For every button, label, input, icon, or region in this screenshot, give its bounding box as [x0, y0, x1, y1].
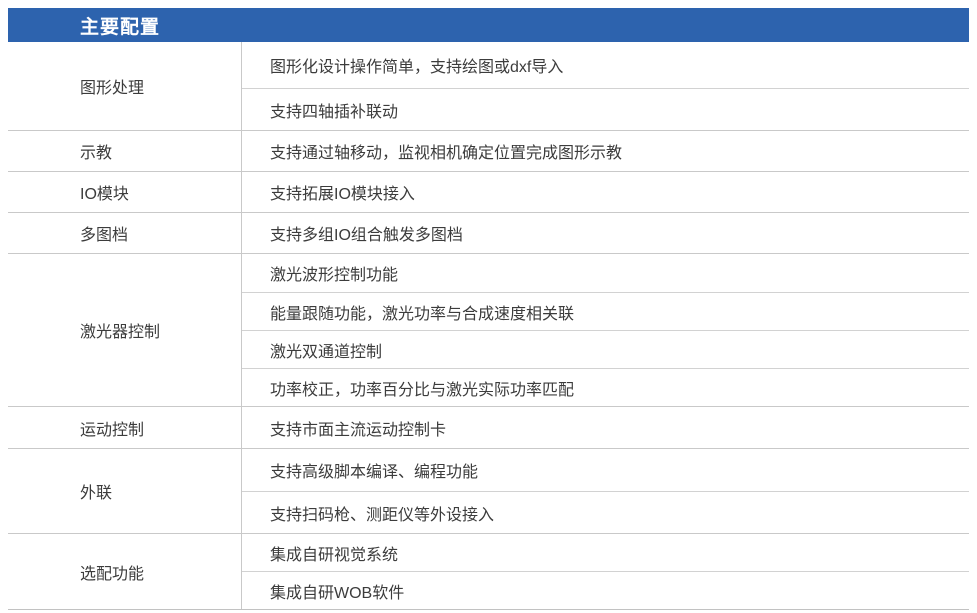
category-cell: 运动控制 — [8, 407, 242, 448]
feature-text: 支持通过轴移动，监视相机确定位置完成图形示教 — [270, 145, 623, 162]
table-header-bar: 主要配置 — [8, 8, 969, 42]
feature-row: 支持拓展IO模块接入 — [242, 172, 969, 212]
table-group-graphics: 图形处理 图形化设计操作简单，支持绘图或dxf导入 支持四轴插补联动 — [8, 42, 969, 130]
feature-list: 支持拓展IO模块接入 — [242, 172, 969, 212]
feature-text: 图形化设计操作简单，支持绘图或dxf导入 — [270, 59, 564, 76]
feature-text: 集成自研WOB软件 — [270, 584, 405, 602]
table-group-io-module: IO模块 支持拓展IO模块接入 — [8, 171, 969, 212]
table-group-multi-file: 多图档 支持多组IO组合触发多图档 — [8, 212, 969, 253]
category-label: 外联 — [80, 485, 113, 502]
category-label: IO模块 — [80, 186, 129, 203]
table-title: 主要配置 — [80, 16, 161, 38]
feature-row: 支持高级脚本编译、编程功能 — [242, 449, 969, 491]
feature-text: 支持拓展IO模块接入 — [270, 186, 415, 203]
table-group-teach: 示教 支持通过轴移动，监视相机确定位置完成图形示教 — [8, 130, 969, 171]
table-group-laser-control: 激光器控制 激光波形控制功能 能量跟随功能，激光功率与合成速度相关联 激光双通道… — [8, 253, 969, 406]
feature-text: 激光波形控制功能 — [270, 267, 399, 284]
feature-text: 支持高级脚本编译、编程功能 — [270, 464, 479, 481]
table-body: 图形处理 图形化设计操作简单，支持绘图或dxf导入 支持四轴插补联动 示教 支持… — [8, 42, 969, 610]
feature-list: 支持高级脚本编译、编程功能 支持扫码枪、测距仪等外设接入 — [242, 449, 969, 533]
category-label: 多图档 — [80, 227, 129, 244]
feature-list: 激光波形控制功能 能量跟随功能，激光功率与合成速度相关联 激光双通道控制 功率校… — [242, 254, 969, 406]
feature-row: 激光波形控制功能 — [242, 254, 969, 292]
feature-text: 支持扫码枪、测距仪等外设接入 — [270, 506, 495, 524]
table-group-motion-control: 运动控制 支持市面主流运动控制卡 — [8, 406, 969, 448]
feature-row: 支持四轴插补联动 — [242, 88, 969, 130]
category-label: 运动控制 — [80, 421, 145, 439]
feature-row: 能量跟随功能，激光功率与合成速度相关联 — [242, 292, 969, 330]
category-cell: 图形处理 — [8, 42, 242, 130]
feature-row: 集成自研视觉系统 — [242, 534, 969, 571]
feature-text: 支持市面主流运动控制卡 — [270, 421, 447, 439]
category-label: 示教 — [80, 145, 113, 162]
category-label: 选配功能 — [80, 565, 145, 583]
category-label: 激光器控制 — [80, 324, 161, 341]
feature-list: 支持市面主流运动控制卡 — [242, 407, 969, 448]
feature-row: 激光双通道控制 — [242, 330, 969, 368]
category-cell: 选配功能 — [8, 534, 242, 609]
feature-row: 支持通过轴移动，监视相机确定位置完成图形示教 — [242, 131, 969, 171]
feature-row: 支持扫码枪、测距仪等外设接入 — [242, 491, 969, 533]
feature-row: 支持市面主流运动控制卡 — [242, 407, 969, 448]
category-cell: 外联 — [8, 449, 242, 533]
table-group-external: 外联 支持高级脚本编译、编程功能 支持扫码枪、测距仪等外设接入 — [8, 448, 969, 533]
feature-text: 支持多组IO组合触发多图档 — [270, 227, 463, 244]
feature-row: 功率校正，功率百分比与激光实际功率匹配 — [242, 368, 969, 406]
feature-row: 支持多组IO组合触发多图档 — [242, 213, 969, 253]
category-cell: 多图档 — [8, 213, 242, 253]
category-cell: 示教 — [8, 131, 242, 171]
feature-text: 功率校正，功率百分比与激光实际功率匹配 — [270, 381, 575, 399]
feature-list: 集成自研视觉系统 集成自研WOB软件 — [242, 534, 969, 609]
feature-text: 能量跟随功能，激光功率与合成速度相关联 — [270, 305, 575, 323]
category-label: 图形处理 — [80, 80, 145, 97]
feature-text: 集成自研视觉系统 — [270, 546, 399, 564]
feature-row: 集成自研WOB软件 — [242, 571, 969, 609]
feature-text: 支持四轴插补联动 — [270, 103, 399, 121]
feature-list: 支持多组IO组合触发多图档 — [242, 213, 969, 253]
feature-list: 图形化设计操作简单，支持绘图或dxf导入 支持四轴插补联动 — [242, 42, 969, 130]
spec-table: 主要配置 图形处理 图形化设计操作简单，支持绘图或dxf导入 支持四轴插补联动 … — [8, 8, 969, 610]
feature-text: 激光双通道控制 — [270, 343, 383, 361]
category-cell: 激光器控制 — [8, 254, 242, 406]
feature-row: 图形化设计操作简单，支持绘图或dxf导入 — [242, 42, 969, 88]
feature-list: 支持通过轴移动，监视相机确定位置完成图形示教 — [242, 131, 969, 171]
table-group-optional: 选配功能 集成自研视觉系统 集成自研WOB软件 — [8, 533, 969, 609]
category-cell: IO模块 — [8, 172, 242, 212]
